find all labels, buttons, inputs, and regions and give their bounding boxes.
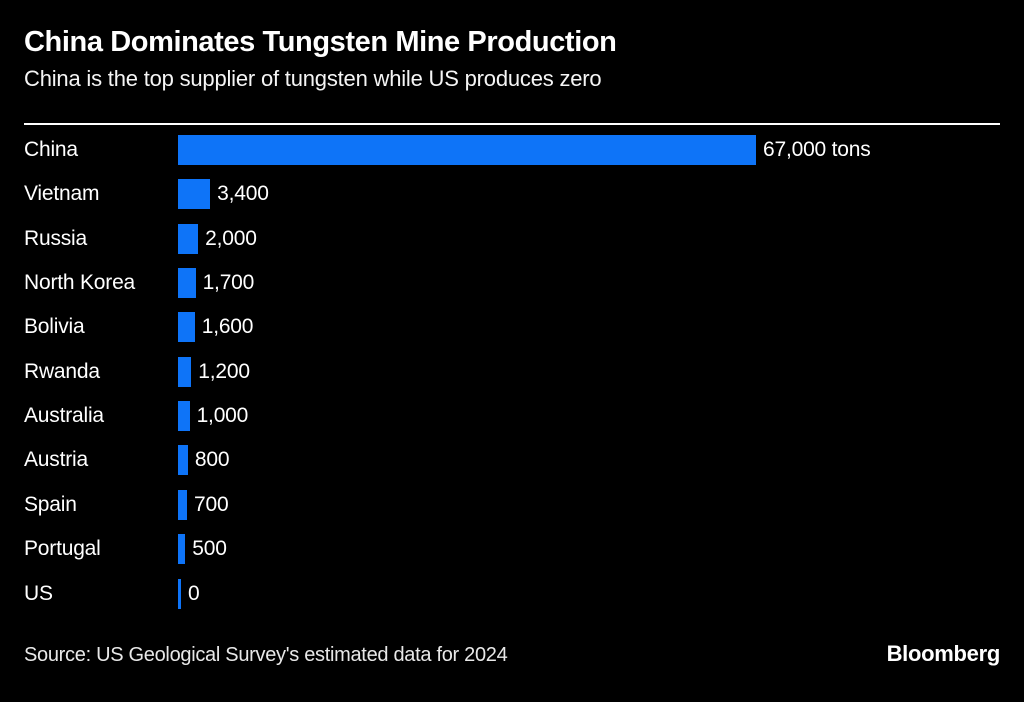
bar-australia: [178, 401, 190, 432]
chart-header: China Dominates Tungsten Mine Production…: [24, 26, 1000, 93]
value-label: 500: [192, 537, 227, 561]
country-label-bolivia: Bolivia: [24, 315, 85, 339]
country-label-rwanda: Rwanda: [24, 359, 100, 383]
chart-footer: Source: US Geological Survey's estimated…: [24, 641, 1000, 667]
value-label: 2,000: [205, 226, 257, 250]
country-label-us: US: [24, 581, 53, 605]
country-label-china: China: [24, 137, 78, 161]
bar-china: [178, 134, 756, 165]
bar-chart: China 67,000 tons Vietnam 3,400 Russia 2,000 N…: [24, 134, 1000, 609]
header-divider: [24, 122, 1000, 125]
bar-portugal: [178, 534, 186, 565]
bloomberg-logo: Bloomberg: [886, 640, 1001, 666]
chart-row: Spain 700: [24, 489, 1000, 520]
bar-austria: [178, 445, 188, 476]
source-note: Source: US Geological Survey's estimated…: [24, 643, 508, 666]
chart-row: US 0: [24, 578, 1000, 609]
country-label-austria: Austria: [24, 448, 88, 472]
bar-spain: [178, 489, 187, 520]
value-label: 1,000: [196, 404, 249, 428]
chart-row: China 67,000 tons: [24, 134, 1000, 165]
bar-russia: [178, 223, 199, 254]
chart-subtitle: China is the top supplier of tungsten wh…: [24, 66, 602, 92]
value-label: 1,700: [202, 270, 255, 294]
value-label: 700: [194, 492, 229, 516]
bar-vietnam: [178, 179, 211, 210]
country-label-north-korea: North Korea: [24, 270, 136, 294]
chart-row: North Korea 1,700: [24, 267, 1000, 298]
value-label: 3,400: [217, 182, 269, 206]
value-label: 1,200: [198, 359, 250, 383]
chart-row: Vietnam 3,400: [24, 179, 1000, 210]
country-label-spain: Spain: [24, 492, 77, 516]
value-label: 1,600: [201, 315, 254, 339]
country-label-portugal: Portugal: [24, 537, 101, 561]
country-label-vietnam: Vietnam: [24, 182, 100, 206]
country-label-russia: Russia: [24, 226, 87, 250]
bar-bolivia: [178, 312, 195, 343]
chart-rows: China 67,000 tons Vietnam 3,400 Russia 2,000 N…: [24, 134, 1000, 609]
chart-row: Rwanda 1,200: [24, 356, 1000, 387]
chart-row: Austria 800: [24, 445, 1000, 476]
bar-north-korea: [178, 267, 196, 298]
chart-row: Portugal 500: [24, 534, 1000, 565]
chart-title: China Dominates Tungsten Mine Production: [24, 26, 617, 58]
country-label-australia: Australia: [24, 404, 104, 428]
value-label: 67,000 tons: [763, 137, 871, 161]
chart-row: Australia 1,000: [24, 401, 1000, 432]
chart-row: Bolivia 1,600: [24, 312, 1000, 343]
value-label: 800: [194, 448, 230, 472]
bar-rwanda: [178, 356, 192, 387]
bar-us: [178, 578, 181, 609]
chart-row: Russia 2,000: [24, 223, 1000, 254]
value-label: 0: [188, 581, 200, 605]
